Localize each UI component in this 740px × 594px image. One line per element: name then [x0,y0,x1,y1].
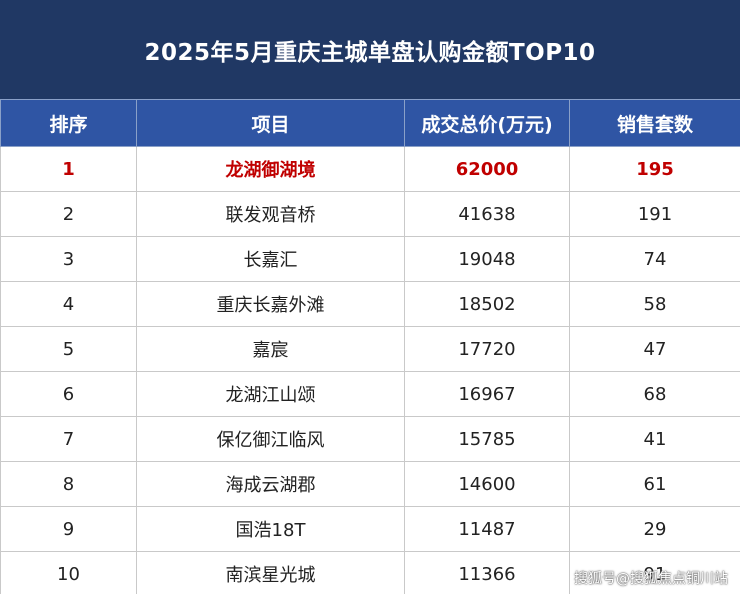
cell-rank: 5 [0,326,137,372]
column-header-units-sold: 销售套数 [569,99,740,147]
cell-total-price: 11487 [404,506,570,552]
cell-project: 龙湖江山颂 [136,371,405,417]
cell-total-price: 15785 [404,416,570,462]
title-bar: 2025年5月重庆主城单盘认购金额TOP10 [0,0,740,99]
column-header-rank: 排序 [0,99,137,147]
table-row: 2 联发观音桥 41638 191 [0,191,740,237]
cell-units-sold: 58 [569,281,740,327]
cell-project: 嘉宸 [136,326,405,372]
cell-rank: 9 [0,506,137,552]
cell-units-sold: 68 [569,371,740,417]
table-row: 7 保亿御江临风 15785 41 [0,416,740,462]
cell-rank: 8 [0,461,137,507]
table-row: 10 南滨星光城 11366 91 [0,551,740,594]
cell-rank: 10 [0,551,137,594]
cell-units-sold: 41 [569,416,740,462]
table-row: 3 长嘉汇 19048 74 [0,236,740,282]
cell-total-price: 18502 [404,281,570,327]
cell-units-sold: 195 [569,146,740,192]
cell-project: 南滨星光城 [136,551,405,594]
watermark: 搜狐号@搜狐焦点铜川站 [574,571,728,587]
cell-rank: 2 [0,191,137,237]
column-header-project: 项目 [136,99,405,147]
cell-total-price: 19048 [404,236,570,282]
table-row: 4 重庆长嘉外滩 18502 58 [0,281,740,327]
cell-project: 重庆长嘉外滩 [136,281,405,327]
cell-units-sold: 47 [569,326,740,372]
table-row: 9 国浩18T 11487 29 [0,506,740,552]
cell-project: 保亿御江临风 [136,416,405,462]
cell-units-sold: 61 [569,461,740,507]
cell-total-price: 62000 [404,146,570,192]
cell-units-sold: 74 [569,236,740,282]
cell-rank: 7 [0,416,137,462]
cell-rank: 3 [0,236,137,282]
cell-rank: 6 [0,371,137,417]
cell-project: 龙湖御湖境 [136,146,405,192]
cell-rank: 1 [0,146,137,192]
cell-total-price: 11366 [404,551,570,594]
cell-rank: 4 [0,281,137,327]
cell-total-price: 14600 [404,461,570,507]
table-row: 8 海成云湖郡 14600 61 [0,461,740,507]
column-header-total-price: 成交总价(万元) [404,99,570,147]
cell-units-sold: 191 [569,191,740,237]
cell-project: 长嘉汇 [136,236,405,282]
cell-project: 海成云湖郡 [136,461,405,507]
cell-project: 联发观音桥 [136,191,405,237]
page-title: 2025年5月重庆主城单盘认购金额TOP10 [144,39,596,66]
table-row: 1 龙湖御湖境 62000 195 [0,146,740,192]
table-row: 5 嘉宸 17720 47 [0,326,740,372]
cell-units-sold: 29 [569,506,740,552]
cell-total-price: 17720 [404,326,570,372]
header-row: 排序 项目 成交总价(万元) 销售套数 [0,99,740,147]
cell-total-price: 41638 [404,191,570,237]
cell-total-price: 16967 [404,371,570,417]
ranking-table: 排序 项目 成交总价(万元) 销售套数 1 龙湖御湖境 62000 195 2 … [0,99,740,594]
cell-project: 国浩18T [136,506,405,552]
table-row: 6 龙湖江山颂 16967 68 [0,371,740,417]
